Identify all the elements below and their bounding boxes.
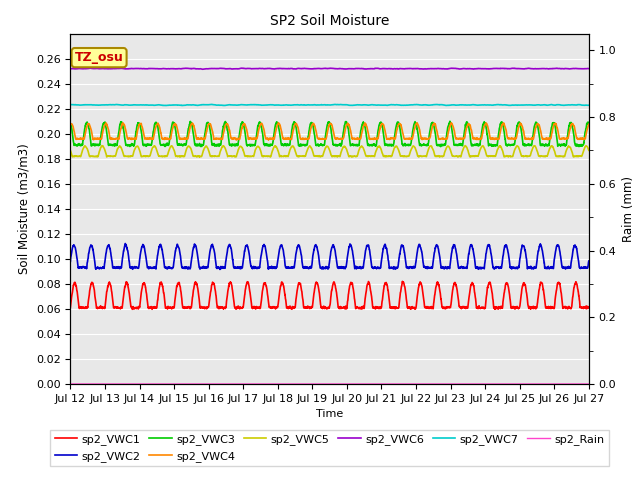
Text: TZ_osu: TZ_osu — [75, 51, 124, 64]
sp2_VWC3 — [389, 143, 397, 148]
sp2_VWC4 — [389, 136, 397, 142]
sp2_VWC5 — [98, 143, 106, 148]
sp2_Rain — [178, 381, 186, 387]
sp2_VWC3 — [446, 119, 454, 124]
sp2_VWC5 — [585, 147, 593, 153]
sp2_VWC6 — [389, 66, 397, 72]
sp2_VWC1 — [129, 306, 136, 312]
sp2_Rain — [67, 381, 74, 387]
Line: sp2_VWC4: sp2_VWC4 — [70, 123, 589, 140]
sp2_VWC3 — [536, 137, 543, 143]
sp2_VWC7 — [178, 103, 186, 108]
sp2_VWC1 — [399, 278, 406, 284]
sp2_VWC6 — [380, 66, 388, 72]
sp2_VWC3 — [211, 142, 219, 148]
Line: sp2_VWC1: sp2_VWC1 — [70, 281, 589, 309]
Line: sp2_VWC2: sp2_VWC2 — [70, 243, 589, 269]
sp2_VWC6 — [238, 65, 246, 71]
sp2_Rain — [585, 381, 593, 387]
sp2_VWC5 — [380, 153, 388, 159]
sp2_VWC1 — [178, 295, 186, 300]
Line: sp2_VWC3: sp2_VWC3 — [70, 121, 589, 146]
sp2_Rain — [584, 381, 592, 387]
sp2_VWC1 — [211, 288, 219, 293]
sp2_VWC2 — [178, 263, 186, 269]
sp2_VWC3 — [178, 142, 186, 147]
sp2_VWC3 — [585, 120, 593, 126]
sp2_VWC7 — [162, 103, 170, 108]
sp2_VWC6 — [199, 66, 207, 72]
sp2_VWC5 — [585, 147, 593, 153]
sp2_VWC1 — [389, 304, 397, 310]
sp2_VWC4 — [232, 137, 240, 143]
X-axis label: Time: Time — [316, 409, 343, 419]
sp2_VWC6 — [67, 66, 74, 72]
sp2_VWC6 — [585, 66, 593, 72]
sp2_VWC5 — [389, 148, 397, 154]
sp2_VWC4 — [178, 136, 186, 142]
sp2_VWC5 — [103, 154, 111, 160]
sp2_VWC7 — [212, 102, 220, 108]
sp2_VWC4 — [380, 123, 388, 129]
sp2_VWC6 — [178, 66, 186, 72]
sp2_VWC1 — [536, 282, 543, 288]
sp2_VWC4 — [447, 120, 455, 126]
sp2_VWC3 — [67, 120, 74, 126]
sp2_VWC6 — [585, 66, 593, 72]
sp2_VWC3 — [380, 134, 388, 140]
sp2_VWC2 — [216, 266, 224, 272]
sp2_VWC1 — [585, 305, 593, 311]
sp2_VWC2 — [585, 258, 593, 264]
sp2_VWC6 — [211, 66, 219, 72]
Line: sp2_VWC5: sp2_VWC5 — [70, 145, 589, 157]
sp2_VWC5 — [67, 148, 74, 154]
sp2_VWC3 — [436, 144, 444, 149]
Y-axis label: Soil Moisture (m3/m3): Soil Moisture (m3/m3) — [17, 144, 30, 274]
sp2_VWC4 — [585, 122, 593, 128]
sp2_VWC7 — [585, 102, 593, 108]
sp2_VWC7 — [389, 102, 397, 108]
sp2_VWC7 — [67, 102, 74, 108]
sp2_VWC1 — [380, 285, 388, 290]
Title: SP2 Soil Moisture: SP2 Soil Moisture — [270, 14, 389, 28]
Line: sp2_VWC6: sp2_VWC6 — [70, 68, 589, 69]
sp2_VWC7 — [585, 102, 593, 108]
sp2_VWC2 — [380, 243, 388, 249]
sp2_VWC5 — [536, 154, 543, 159]
sp2_VWC7 — [536, 102, 543, 108]
sp2_VWC1 — [67, 304, 74, 310]
sp2_VWC1 — [585, 304, 593, 310]
Line: sp2_VWC7: sp2_VWC7 — [70, 104, 589, 106]
sp2_VWC6 — [536, 66, 543, 72]
sp2_VWC2 — [585, 259, 593, 264]
sp2_VWC2 — [211, 256, 219, 262]
sp2_Rain — [211, 381, 219, 387]
sp2_VWC5 — [178, 153, 186, 159]
sp2_VWC2 — [536, 243, 543, 249]
sp2_VWC7 — [208, 101, 216, 107]
sp2_VWC4 — [211, 136, 219, 142]
sp2_VWC2 — [122, 240, 129, 246]
sp2_VWC5 — [212, 153, 220, 159]
sp2_Rain — [536, 381, 543, 387]
sp2_Rain — [380, 381, 388, 387]
sp2_VWC3 — [585, 120, 593, 126]
sp2_VWC2 — [389, 265, 397, 271]
sp2_VWC2 — [67, 259, 74, 264]
sp2_VWC4 — [585, 121, 593, 127]
sp2_VWC4 — [536, 124, 543, 130]
Legend: sp2_VWC1, sp2_VWC2, sp2_VWC3, sp2_VWC4, sp2_VWC5, sp2_VWC6, sp2_VWC7, sp2_Rain: sp2_VWC1, sp2_VWC2, sp2_VWC3, sp2_VWC4, … — [51, 430, 609, 466]
Y-axis label: Raim (mm): Raim (mm) — [622, 176, 635, 242]
sp2_VWC4 — [67, 122, 74, 128]
sp2_VWC7 — [380, 102, 388, 108]
sp2_Rain — [389, 381, 397, 387]
